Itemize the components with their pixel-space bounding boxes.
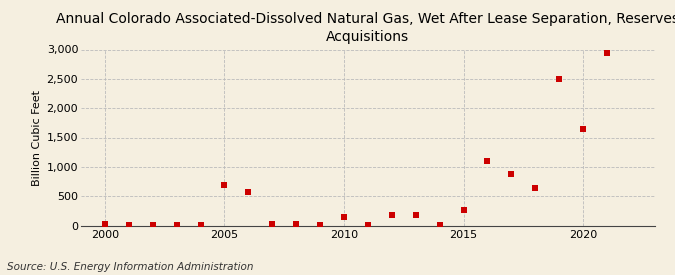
- Point: [554, 77, 564, 81]
- Point: [339, 214, 350, 219]
- Point: [124, 223, 134, 227]
- Point: [410, 213, 421, 217]
- Text: Source: U.S. Energy Information Administration: Source: U.S. Energy Information Administ…: [7, 262, 253, 272]
- Point: [171, 223, 182, 227]
- Point: [267, 222, 277, 227]
- Title: Annual Colorado Associated-Dissolved Natural Gas, Wet After Lease Separation, Re: Annual Colorado Associated-Dissolved Nat…: [57, 12, 675, 44]
- Point: [243, 190, 254, 194]
- Point: [291, 222, 302, 226]
- Point: [147, 223, 158, 227]
- Point: [219, 183, 230, 187]
- Point: [362, 223, 373, 227]
- Point: [506, 172, 517, 176]
- Point: [578, 126, 589, 131]
- Point: [601, 51, 612, 55]
- Point: [530, 186, 541, 191]
- Y-axis label: Billion Cubic Feet: Billion Cubic Feet: [32, 89, 43, 186]
- Point: [315, 223, 325, 227]
- Point: [99, 222, 110, 226]
- Point: [482, 159, 493, 163]
- Point: [458, 207, 469, 212]
- Point: [195, 223, 206, 227]
- Point: [434, 223, 445, 227]
- Point: [386, 213, 397, 218]
